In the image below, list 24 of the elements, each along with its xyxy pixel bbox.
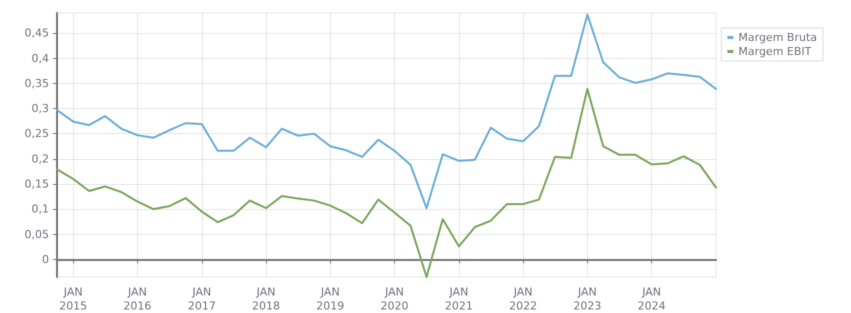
y-tick-label: 0,2 (32, 152, 49, 166)
line-series (56, 14, 717, 210)
x-tick-label: JAN 2017 (188, 286, 216, 312)
y-tick-label: 0,35 (24, 76, 49, 90)
y-tick-label: 0,1 (32, 202, 49, 216)
x-tick-label: JAN 2024 (638, 286, 666, 312)
legend-label: Margem EBIT (738, 45, 812, 58)
x-tick-label: JAN 2021 (444, 286, 473, 312)
x-tick-label: JAN 2018 (252, 286, 280, 312)
y-tick-label: 0 (42, 252, 49, 266)
y-tick-label: 0,25 (24, 127, 49, 140)
y-tick-label: 0,45 (24, 26, 49, 40)
y-tick-label: 0,4 (32, 52, 49, 65)
x-tick-label: JAN 2020 (380, 286, 409, 312)
y-tick-label: 0,3 (32, 102, 49, 116)
y-tick-label: 0,05 (24, 228, 49, 241)
x-tick-label: JAN 2016 (123, 286, 152, 312)
x-tick-label: JAN 2022 (509, 286, 538, 312)
x-tick-label: JAN 2019 (316, 286, 344, 312)
legend-label: Margem Bruta (738, 31, 818, 44)
line-series (56, 88, 717, 278)
x-tick-label: JAN 2015 (59, 286, 88, 312)
x-tick-label: JAN 2023 (573, 286, 602, 312)
y-tick-label: 0,15 (24, 177, 49, 190)
